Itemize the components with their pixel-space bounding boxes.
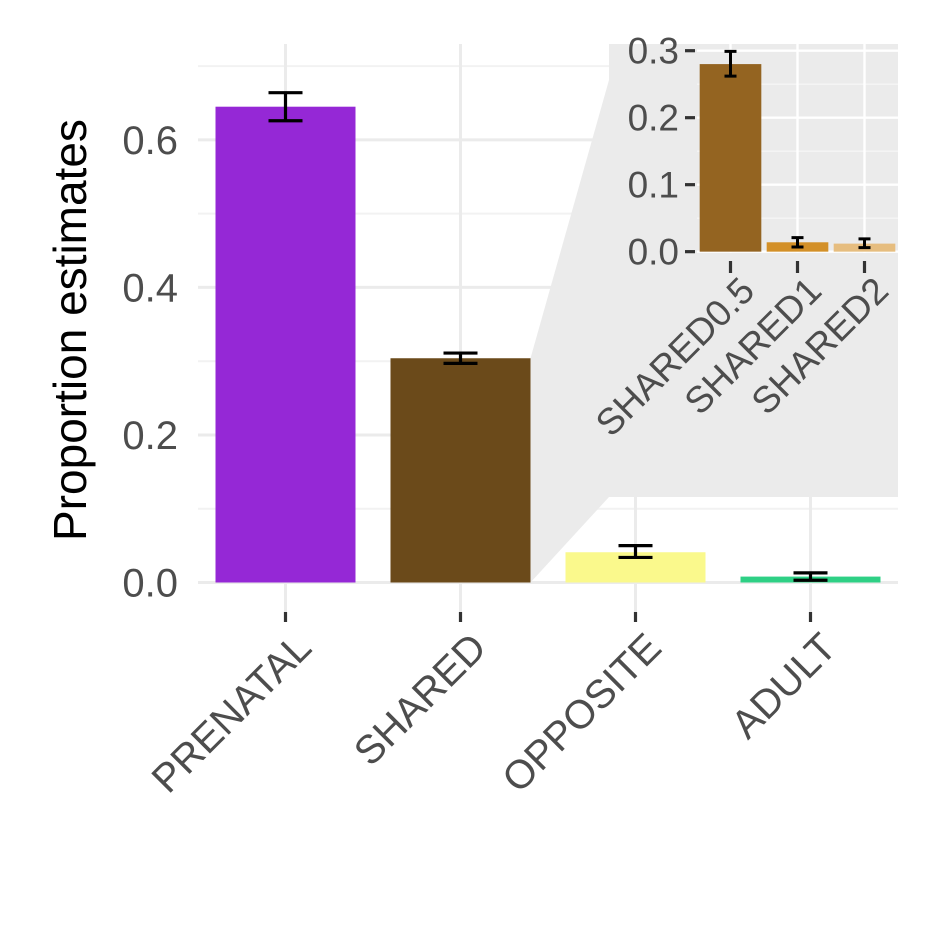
inset-y-tick-label: 0.0 [628,232,679,273]
inset-bar-shared0-5 [699,64,762,252]
bar-shared [390,358,531,583]
x-tick-label-shared: SHARED [346,625,495,774]
y-tick-label: 0.6 [122,119,178,163]
inset-errorbar-shared2 [858,237,871,250]
x-tick-label-prenatal: PRENATAL [144,625,320,801]
main-bars [215,106,881,583]
errorbar-shared [443,351,478,366]
x-tick-label-adult: ADULT [723,625,845,747]
inset-errorbar-shared0-5 [724,49,737,78]
errorbar-prenatal [268,91,303,123]
bar-prenatal [215,106,356,583]
inset-y-tick-label: 0.3 [628,31,679,72]
y-tick-label: 0.4 [122,266,178,310]
y-axis-title: Proportion estimates [44,119,96,541]
y-tick-label: 0.0 [122,561,178,605]
inset-y-tick-label: 0.2 [628,98,679,139]
inset-errorbar-shared1 [791,236,804,249]
errorbar-adult [793,571,828,582]
main-errorbars [268,91,828,582]
y-tick-label: 0.2 [122,414,178,458]
inset-y-tick-label: 0.1 [628,165,679,206]
x-tick-label-opposite: OPPOSITE [494,625,670,801]
errorbar-opposite [618,544,653,560]
